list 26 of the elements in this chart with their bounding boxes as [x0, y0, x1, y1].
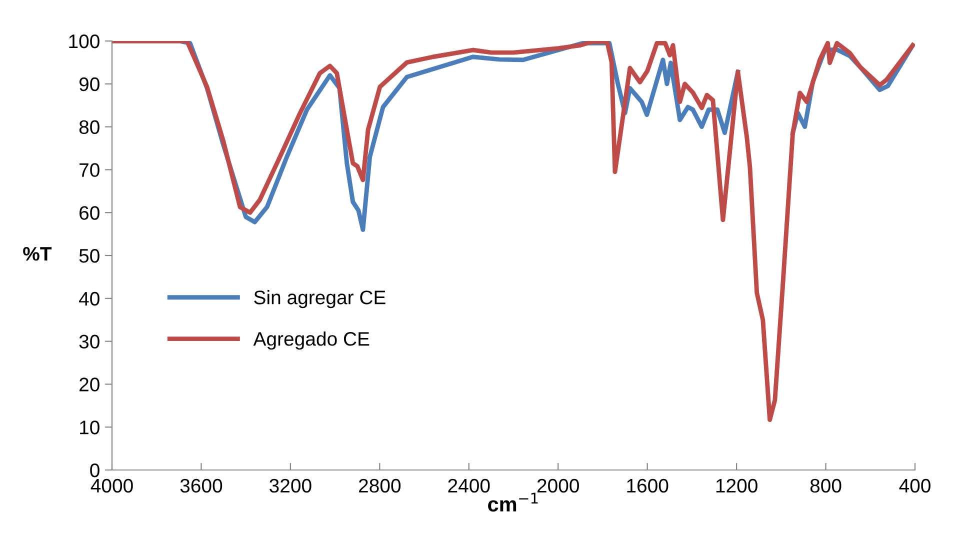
- x-tick-label: 1200: [716, 478, 758, 493]
- y-tick-label: 90: [79, 77, 100, 92]
- y-axis-title: %T: [23, 247, 52, 261]
- legend-label: Agregado CE: [253, 332, 370, 350]
- x-tick-label: 3600: [180, 478, 222, 493]
- y-tick-label: 20: [80, 378, 100, 392]
- y-tick-label: 80: [79, 120, 100, 134]
- x-tick-label: 400: [899, 478, 930, 493]
- x-tick-label: 2000: [537, 478, 579, 493]
- y-tick-label: 0: [90, 463, 100, 478]
- x-tick-label: 4000: [90, 478, 133, 493]
- y-tick-label: 40: [79, 292, 100, 306]
- x-tick-label: 800: [810, 478, 842, 493]
- x-tick-label: 2800: [359, 478, 401, 493]
- x-axis-title: cm$^{−1}$: [488, 492, 538, 512]
- x-tick-label: 2400: [448, 478, 490, 493]
- x-tick-label: 1600: [627, 478, 668, 493]
- line-series: [112, 41, 915, 422]
- y-tick-label: 30: [79, 334, 100, 349]
- x-tick-label: 3200: [270, 478, 312, 493]
- y-tick-label: 10: [80, 420, 100, 434]
- y-tick-label: 100: [69, 34, 100, 48]
- y-tick-label: 70: [80, 163, 100, 177]
- legend-label: Sin agregar CE: [254, 290, 386, 308]
- y-tick-label: 50: [79, 248, 100, 263]
- y-tick-label: 60: [80, 206, 100, 220]
